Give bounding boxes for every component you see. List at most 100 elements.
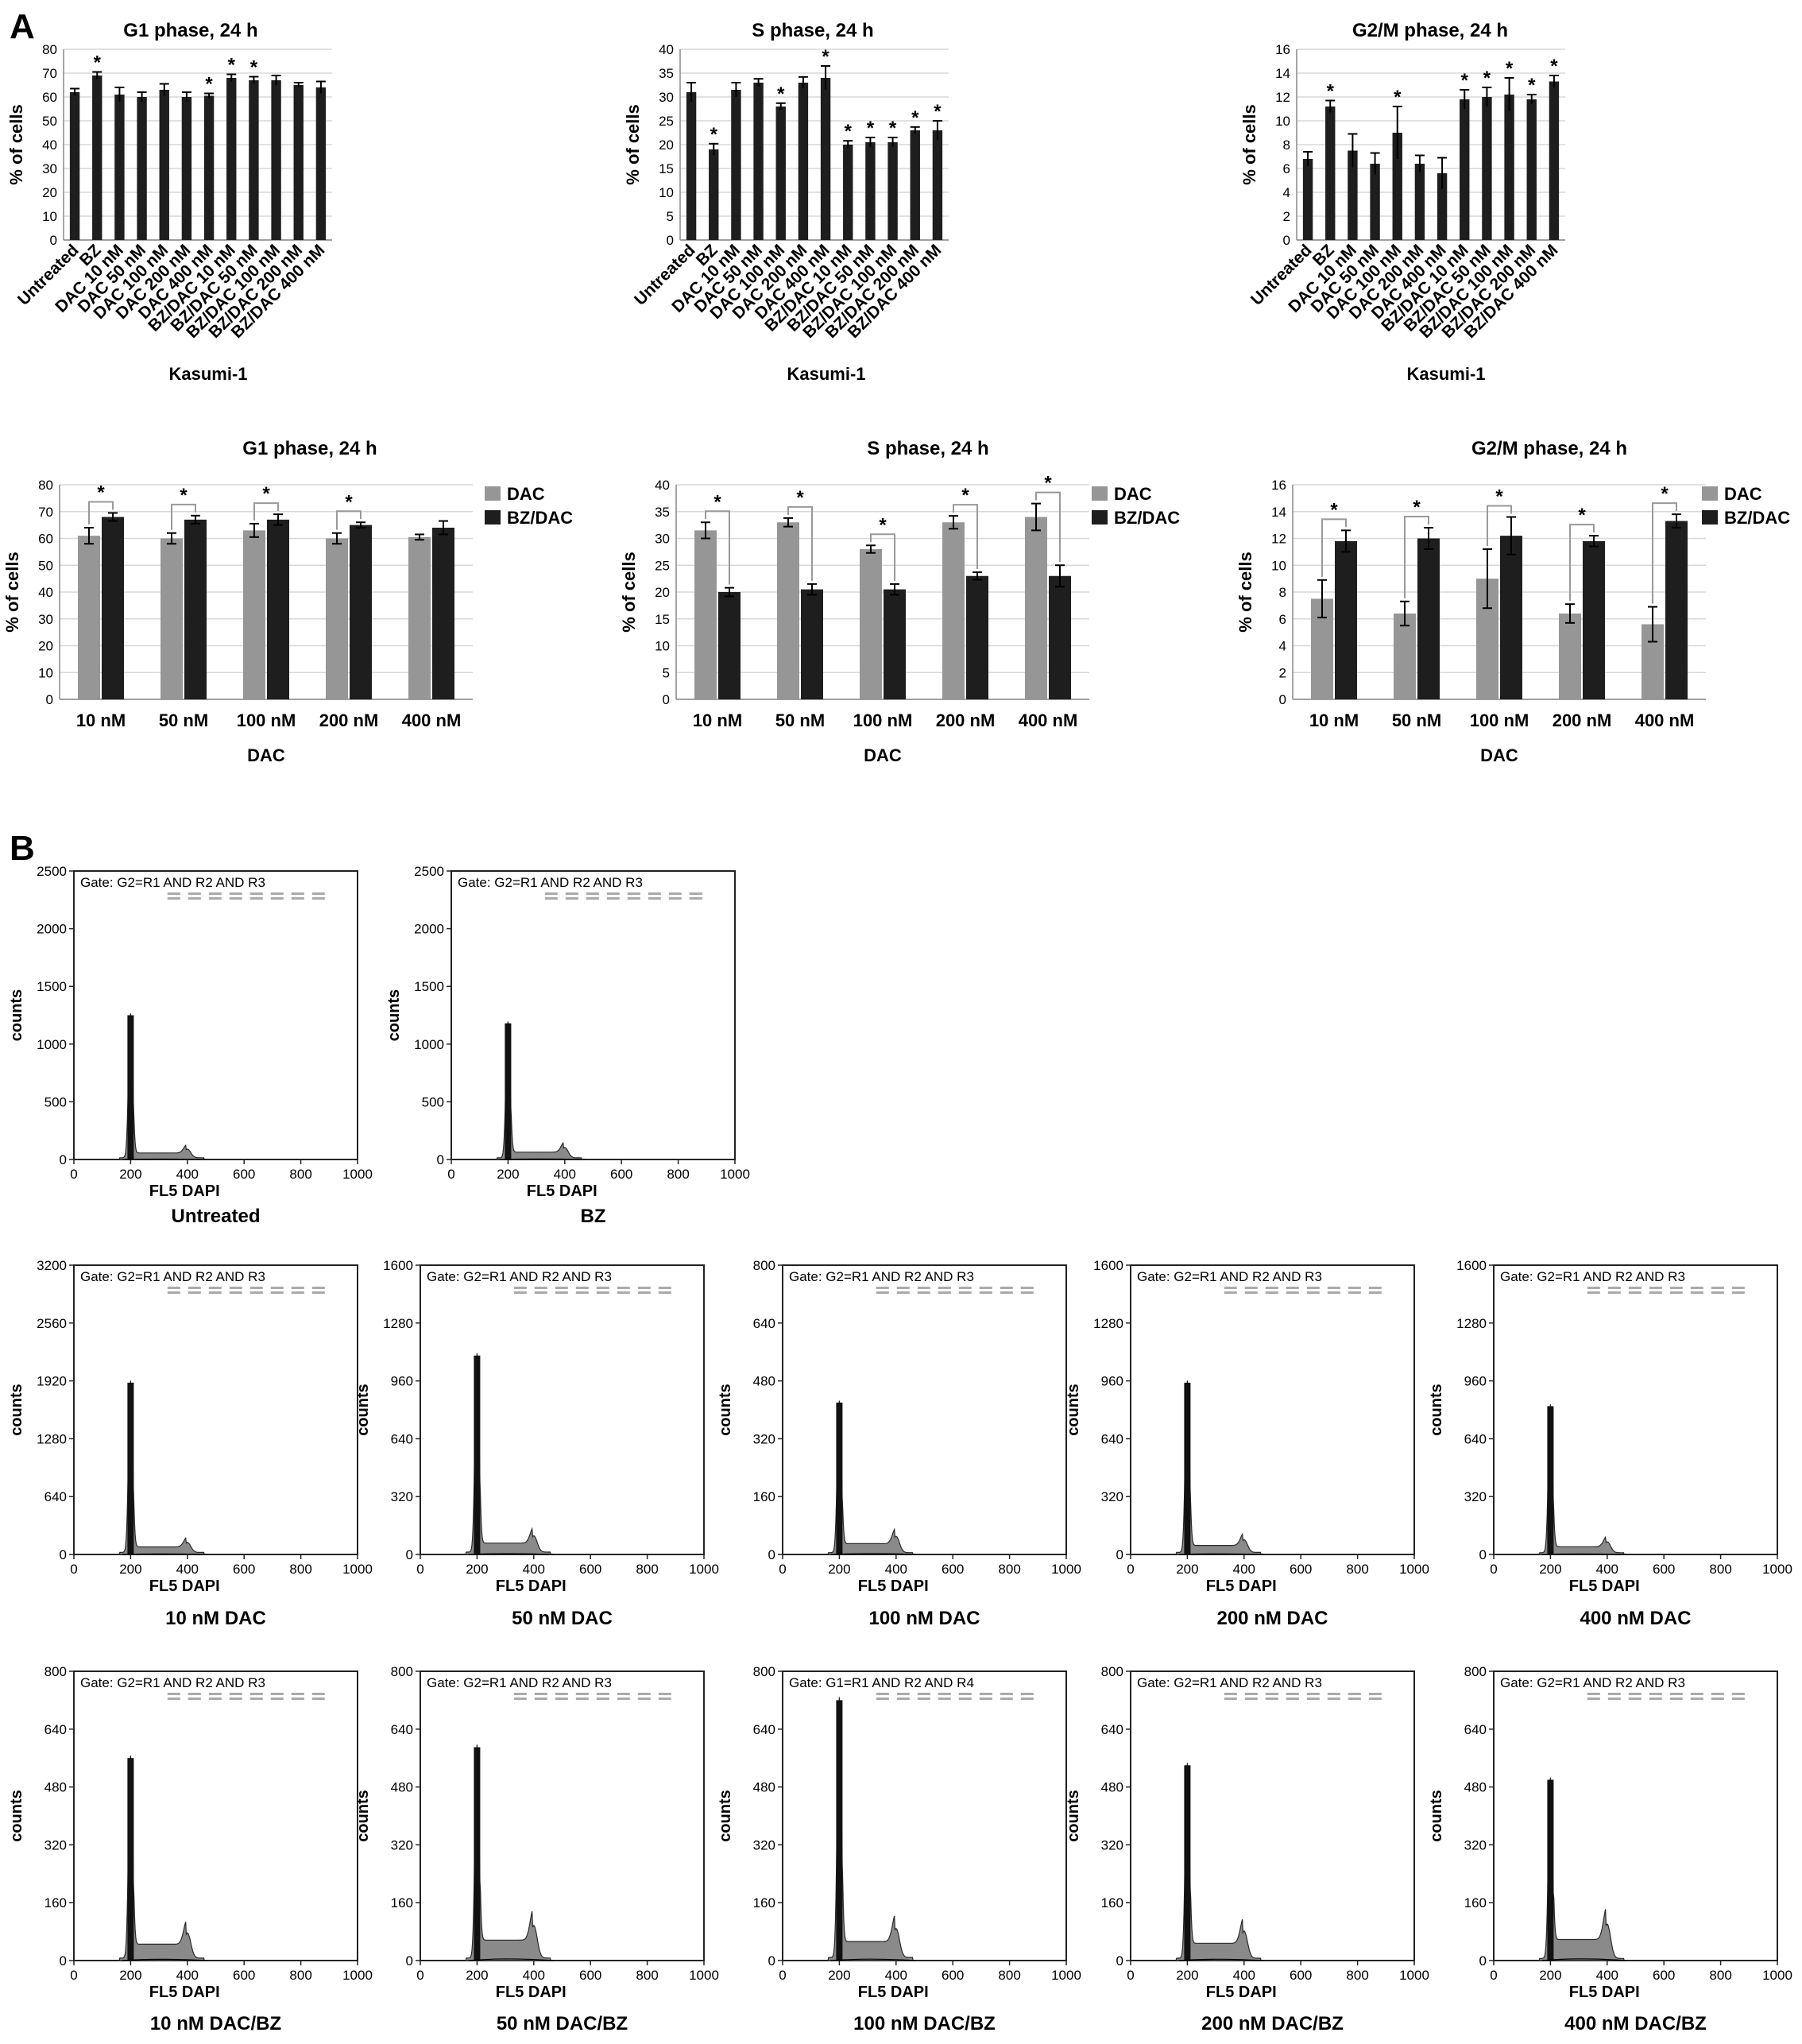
bar-a-g2m-8 <box>1482 97 1492 240</box>
y-tick-label: 960 <box>1464 1374 1487 1389</box>
x-tick-label: 200 <box>1539 1968 1561 1983</box>
bar-a-g2m-1 <box>1325 106 1336 240</box>
x-tick-label: 200 <box>119 1968 141 1983</box>
y-tick-label: 3200 <box>37 1258 67 1273</box>
y-tick-label: 35 <box>659 66 674 81</box>
bar-a2-g1-0-4 <box>408 536 431 699</box>
y-tick-label: 640 <box>753 1722 775 1737</box>
significance-bracket <box>953 504 978 570</box>
y-axis-label: counts <box>8 989 25 1042</box>
bar-a-s-10 <box>910 130 920 240</box>
y-tick-label: 16 <box>1271 478 1286 493</box>
stats-mark <box>1348 1291 1361 1294</box>
y-tick-label: 160 <box>44 1895 67 1910</box>
stats-mark <box>208 1291 222 1294</box>
bar-a-g2m-5 <box>1414 164 1425 240</box>
y-tick-label: 0 <box>1116 1547 1123 1562</box>
significance-marker: * <box>94 52 102 74</box>
stats-mark <box>1731 1698 1745 1700</box>
x-tick-label: 200 <box>828 1562 850 1577</box>
bar-a-s-6 <box>820 78 831 240</box>
stats-mark <box>167 892 180 895</box>
significance-marker: * <box>345 491 353 513</box>
y-tick-label: 25 <box>659 114 674 129</box>
chart-a-g1: 0 10 20 30 40 50 60 70 80 G1 phase, 24 h % of cell… <box>6 20 332 384</box>
bar-a-g1-3 <box>137 97 147 240</box>
stats-mark <box>249 1693 263 1695</box>
y-tick-label: 80 <box>38 478 53 493</box>
x-tick-label: 400 <box>176 1968 199 1983</box>
y-tick-label: 60 <box>38 532 53 547</box>
legend-label: BZ/DAC <box>507 508 573 528</box>
y-tick-label: 320 <box>1464 1837 1487 1852</box>
stats-mark <box>188 1698 201 1700</box>
bar-a2-s-1-3 <box>966 575 988 699</box>
plot-frame <box>1493 1264 1778 1555</box>
gate-label: Gate: G2=R1 AND R2 AND R3 <box>1137 1675 1322 1690</box>
stats-mark <box>1306 1291 1320 1294</box>
stats-mark <box>1244 1287 1258 1289</box>
y-tick-label: 0 <box>768 1953 775 1969</box>
bar-a-g2m-0 <box>1302 159 1313 240</box>
bar-a2-s-1-1 <box>801 589 823 699</box>
x-tick-label: 600 <box>233 1562 255 1577</box>
y-tick-label: 2500 <box>37 864 67 879</box>
x-tick-label: 600 <box>1653 1562 1675 1577</box>
bar-a-s-3 <box>753 83 764 240</box>
x-tick-label: 600 <box>942 1968 964 1983</box>
y-tick-label: 20 <box>42 185 57 200</box>
stats-mark <box>575 1693 589 1695</box>
category-label: 400 nM <box>402 710 462 730</box>
stats-mark <box>658 1693 671 1695</box>
legend-label: DAC <box>507 484 545 504</box>
x-tick-label: 1000 <box>342 1968 373 1983</box>
stats-mark <box>1000 1287 1013 1289</box>
y-tick-label: 640 <box>1464 1431 1487 1446</box>
significance-marker: * <box>889 118 897 139</box>
plot-frame <box>450 870 736 1160</box>
stats-mark <box>291 1698 304 1700</box>
stats-mark <box>958 1698 972 1700</box>
stats-mark <box>606 892 620 895</box>
significance-marker: * <box>713 491 721 513</box>
y-tick-label: 640 <box>1101 1431 1123 1446</box>
significance-marker: * <box>1394 87 1402 108</box>
stats-mark <box>534 1698 547 1700</box>
sample-label: 50 nM DAC <box>512 1608 613 1629</box>
bar-a-s-4 <box>775 106 786 240</box>
stats-mark <box>958 1287 972 1289</box>
stats-mark <box>938 1287 951 1289</box>
bar-a2-g1-1-1 <box>184 519 207 699</box>
category-label: 200 nM <box>1553 710 1612 730</box>
bar-a-s-9 <box>887 142 898 240</box>
significance-marker: * <box>1483 68 1491 89</box>
stats-mark <box>896 1287 910 1289</box>
x-tick-label: 0 <box>1490 1562 1497 1577</box>
y-tick-label: 1280 <box>1456 1316 1487 1331</box>
g1-peak <box>474 1747 481 1961</box>
stats-mark <box>979 1291 992 1294</box>
stats-mark <box>1000 1291 1013 1294</box>
stats-mark <box>534 1693 547 1695</box>
significance-bracket <box>787 505 813 581</box>
bar-a2-s-0-2 <box>860 549 882 699</box>
x-tick-label: 1000 <box>1399 1968 1429 1983</box>
x-tick-label: 800 <box>289 1968 311 1983</box>
stats-mark <box>627 892 640 895</box>
significance-marker: * <box>1330 499 1338 521</box>
y-tick-label: 640 <box>44 1722 67 1737</box>
y-tick-label: 1000 <box>414 1037 444 1052</box>
g1-peak <box>1547 1406 1554 1554</box>
stats-mark <box>167 1693 180 1695</box>
plot-frame <box>73 1670 358 1961</box>
y-tick-label: 800 <box>391 1664 413 1679</box>
stats-mark <box>938 1693 951 1695</box>
y-tick-label: 0 <box>1479 1547 1487 1562</box>
significance-marker: * <box>250 57 258 79</box>
legend-swatch-1 <box>485 510 501 525</box>
stats-mark <box>1587 1291 1600 1294</box>
stats-mark <box>291 1693 304 1695</box>
y-tick-label: 15 <box>655 612 670 627</box>
legend-swatch-0 <box>1702 486 1718 501</box>
y-tick-label: 1600 <box>1093 1258 1123 1273</box>
